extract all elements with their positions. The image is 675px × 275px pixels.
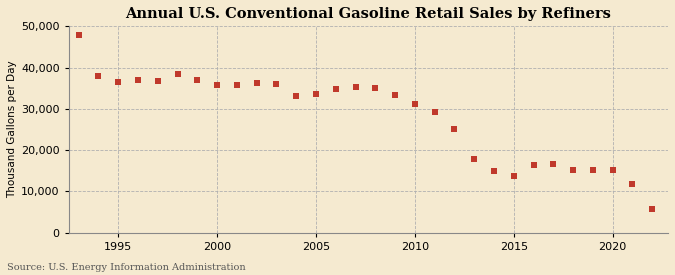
Point <box>132 78 143 82</box>
Point <box>291 94 302 98</box>
Point <box>330 87 341 91</box>
Point <box>528 163 539 167</box>
Y-axis label: Thousand Gallons per Day: Thousand Gallons per Day <box>7 60 17 198</box>
Point <box>350 85 361 90</box>
Point <box>568 168 578 172</box>
Point <box>627 182 638 186</box>
Point <box>489 169 500 174</box>
Point <box>389 93 400 97</box>
Point <box>212 83 223 87</box>
Point <box>113 80 124 84</box>
Point <box>310 92 321 97</box>
Point <box>232 83 242 87</box>
Point <box>93 74 104 78</box>
Point <box>192 78 202 82</box>
Point <box>410 102 421 106</box>
Point <box>74 33 84 38</box>
Point <box>251 81 262 86</box>
Point <box>548 162 559 167</box>
Point <box>469 156 480 161</box>
Point <box>508 174 519 178</box>
Point <box>370 86 381 90</box>
Point <box>587 168 598 172</box>
Text: Source: U.S. Energy Information Administration: Source: U.S. Energy Information Administ… <box>7 263 246 272</box>
Point <box>153 79 163 83</box>
Point <box>429 110 440 114</box>
Point <box>172 72 183 76</box>
Point <box>449 127 460 131</box>
Point <box>271 82 282 87</box>
Title: Annual U.S. Conventional Gasoline Retail Sales by Refiners: Annual U.S. Conventional Gasoline Retail… <box>126 7 612 21</box>
Point <box>647 207 657 211</box>
Point <box>608 168 618 172</box>
